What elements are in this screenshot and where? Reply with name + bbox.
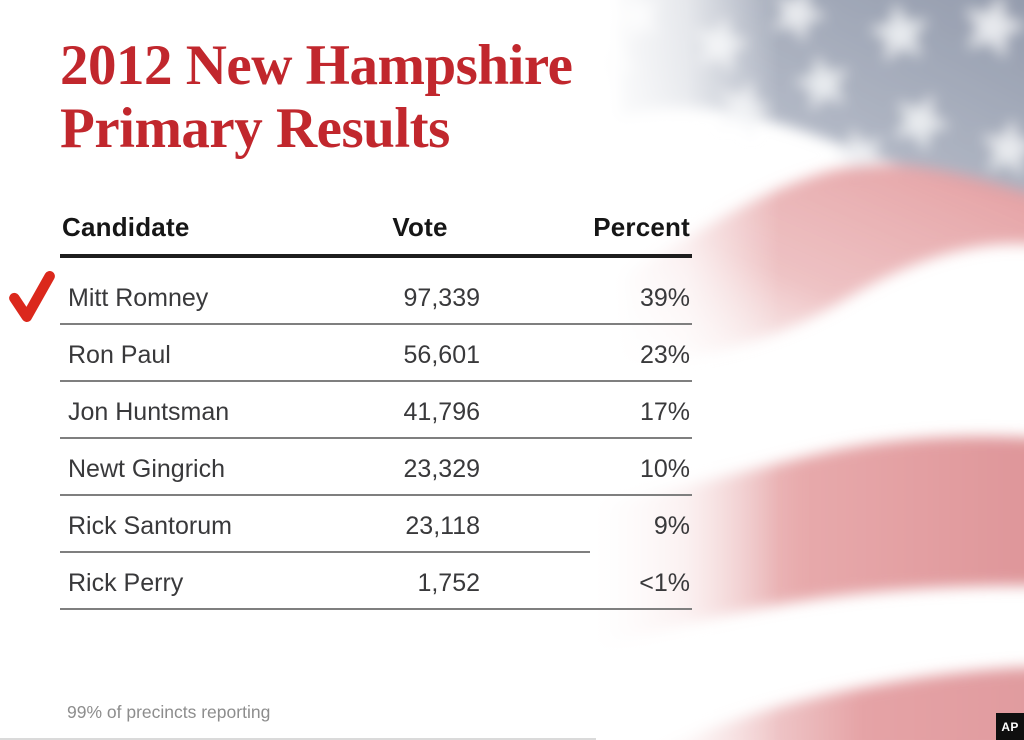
table-row: Ron Paul 56,601 23%	[60, 325, 692, 380]
header-divider	[60, 254, 692, 258]
vote-cell: 97,339	[403, 284, 480, 312]
table-header-row: Candidate Vote Percent	[60, 198, 692, 254]
table-row: Rick Santorum 23,118 9%	[60, 496, 692, 551]
vote-cell: 56,601	[403, 341, 480, 369]
vote-cell: 23,118	[405, 512, 480, 540]
winner-checkmark-icon	[9, 271, 55, 322]
percent-cell: 23%	[639, 341, 690, 369]
precincts-note: 99% of precincts reporting	[67, 702, 271, 722]
results-table: Candidate Vote Percent Mitt Romney 97,33…	[60, 198, 692, 610]
candidate-cell: Rick Perry	[68, 569, 184, 597]
title-line-1: 2012 New Hampshire	[60, 34, 573, 97]
bottom-border	[0, 738, 596, 740]
row-divider	[60, 608, 692, 610]
row-divider	[60, 437, 692, 439]
candidate-cell: Newt Gingrich	[68, 455, 225, 483]
percent-cell: 9%	[653, 512, 690, 540]
percent-cell: 10%	[639, 455, 690, 483]
us-flag-background-image	[594, 0, 1024, 740]
row-divider-short	[60, 551, 590, 553]
candidate-cell: Rick Santorum	[68, 512, 232, 540]
table-row: Mitt Romney 97,339 39%	[60, 258, 692, 323]
page-title: 2012 New Hampshire Primary Results	[60, 34, 573, 160]
percent-cell: <1%	[639, 569, 690, 597]
row-divider	[60, 380, 692, 382]
table-row: Jon Huntsman 41,796 17%	[60, 382, 692, 437]
flag-left-fade	[594, 0, 779, 740]
table-row: Rick Perry 1,752 <1%	[60, 553, 692, 608]
column-header-candidate: Candidate	[62, 212, 190, 242]
ap-label: AP	[1001, 719, 1019, 734]
row-divider	[60, 323, 692, 325]
candidate-cell: Mitt Romney	[68, 284, 209, 312]
row-divider	[60, 494, 692, 496]
percent-cell: 39%	[639, 284, 690, 312]
table-row: Newt Gingrich 23,329 10%	[60, 439, 692, 494]
vote-cell: 41,796	[403, 398, 480, 426]
vote-cell: 1,752	[417, 569, 480, 597]
title-line-2: Primary Results	[60, 97, 450, 160]
percent-cell: 17%	[639, 398, 690, 426]
ap-attribution-badge: AP	[996, 713, 1024, 740]
column-header-percent: Percent	[593, 212, 690, 242]
column-header-vote: Vote	[392, 212, 448, 242]
candidate-cell: Ron Paul	[68, 341, 171, 369]
vote-cell: 23,329	[403, 455, 480, 483]
candidate-cell: Jon Huntsman	[68, 398, 230, 426]
